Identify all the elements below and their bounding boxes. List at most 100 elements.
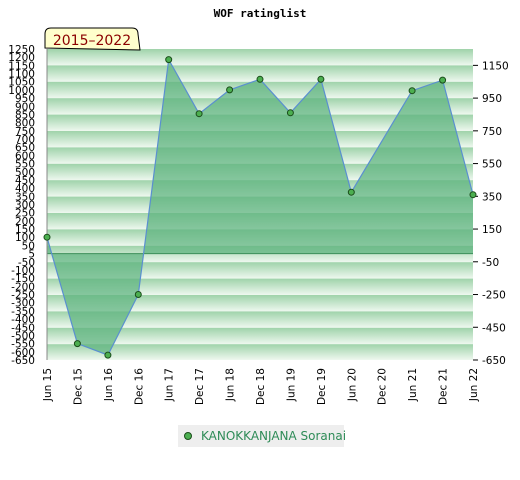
data-point	[104, 351, 112, 359]
left-axis: 1250120011501100105010009509008508007507…	[8, 44, 48, 367]
left-tick-label: -350	[11, 306, 35, 318]
left-tick-label: 1250	[8, 44, 35, 56]
background-band	[47, 344, 473, 360]
x-tick-label: Jun 19	[285, 368, 297, 402]
left-tick-label: 500	[15, 167, 35, 179]
data-point	[286, 109, 294, 117]
background-band	[47, 262, 473, 279]
background-band	[47, 278, 473, 295]
right-tick-label: -450	[482, 322, 506, 334]
left-tick-label: 50	[22, 240, 35, 252]
left-tick-label: 250	[15, 208, 35, 220]
left-tick-label: 300	[15, 200, 35, 212]
x-tick-label: Dec 17	[194, 368, 206, 405]
right-axis: 1150 950 750 550 350 150 -50 -250 -450 -650	[473, 60, 509, 367]
left-tick-label: 600	[15, 150, 35, 162]
left-tick-label: 900	[15, 101, 35, 113]
right-tick-label: -50	[482, 257, 499, 269]
area-layer	[46, 57, 474, 356]
data-point	[226, 86, 234, 94]
background-band	[47, 311, 473, 328]
legend: KANOKKANJANA Soranai	[178, 425, 346, 447]
left-tick-label: 700	[15, 134, 35, 146]
background-band	[47, 327, 473, 345]
right-tick-label: 550	[482, 159, 502, 171]
left-tick-label: -300	[11, 298, 35, 310]
left-tick-label: 1100	[8, 69, 35, 81]
x-axis: Jun 15 Dec 15 Jun 16 Dec 16 Jun 17 Dec 17 Jun …	[42, 368, 480, 405]
left-tick-label: 1150	[8, 60, 35, 72]
background-band	[47, 295, 473, 312]
left-tick-label: -100	[11, 265, 35, 277]
left-tick-label: 5	[28, 249, 35, 261]
x-tick-label: Dec 21	[438, 368, 450, 405]
data-point	[408, 87, 416, 95]
left-tick-label: 1050	[8, 77, 35, 89]
legend-marker	[184, 432, 192, 440]
left-tick-label: 400	[15, 183, 35, 195]
left-tick-label: -400	[11, 314, 35, 326]
x-tick-label: Jun 20	[346, 368, 358, 402]
right-tick-label: -650	[482, 355, 506, 367]
x-tick-label: Jun 18	[225, 368, 237, 402]
data-point	[347, 188, 355, 196]
right-tick-label: 750	[482, 126, 502, 138]
x-tick-label: Dec 18	[255, 368, 267, 405]
left-tick-label: 350	[15, 191, 35, 203]
left-tick-label: -450	[11, 322, 35, 334]
data-point	[256, 75, 264, 83]
series-line	[46, 57, 474, 356]
left-tick-label: -150	[11, 273, 35, 285]
data-point	[73, 340, 81, 348]
left-tick-label: -650	[11, 355, 35, 367]
left-tick-label: -50	[18, 257, 35, 269]
right-tick-label: -250	[482, 290, 506, 302]
right-tick-label: 950	[482, 93, 502, 105]
left-tick-label: -500	[11, 330, 35, 342]
left-tick-label: 200	[15, 216, 35, 228]
period-label: 2015–2022	[53, 33, 131, 49]
legend-label: KANOKKANJANA Soranai	[201, 429, 346, 443]
period-badge: 2015–2022	[44, 27, 141, 51]
data-point	[439, 76, 447, 84]
left-tick-label: 450	[15, 175, 35, 187]
x-tick-label: Dec 19	[316, 368, 328, 405]
left-tick-label: 650	[15, 142, 35, 154]
left-tick-label: 850	[15, 109, 35, 121]
left-tick-label: -550	[11, 339, 35, 351]
data-point	[134, 291, 142, 298]
x-tick-label: Dec 16	[133, 368, 145, 405]
left-tick-label: -250	[11, 290, 35, 302]
left-tick-label: -600	[11, 347, 35, 359]
right-tick-label: 150	[482, 224, 502, 236]
x-tick-label: Dec 20	[377, 368, 389, 405]
data-point	[195, 110, 203, 118]
x-tick-label: Jun 21	[407, 368, 419, 402]
x-tick-label: Jun 17	[164, 368, 176, 402]
x-tick-label: Jun 15	[42, 368, 54, 402]
left-tick-label: 550	[15, 159, 35, 171]
data-point	[469, 191, 477, 199]
left-tick-label: 1000	[8, 85, 35, 97]
left-tick-label: 100	[15, 232, 35, 244]
chart-title: WOF ratinglist	[214, 7, 307, 20]
data-point	[165, 56, 173, 64]
left-tick-label: 1200	[8, 52, 35, 64]
left-tick-label: 750	[15, 126, 35, 138]
data-point	[317, 75, 325, 83]
background-band	[47, 49, 473, 66]
right-tick-label: 1150	[482, 60, 509, 72]
series-area	[47, 59, 473, 356]
left-tick-label: -200	[11, 281, 35, 293]
right-tick-label: 350	[482, 191, 502, 203]
x-tick-label: Jun 22	[468, 368, 480, 402]
background-band	[47, 65, 473, 82]
x-tick-label: Jun 16	[103, 368, 115, 402]
x-tick-label: Dec 15	[72, 368, 84, 405]
left-tick-label: 150	[15, 224, 35, 236]
marker-layer	[43, 56, 477, 359]
left-tick-label: 950	[15, 93, 35, 105]
left-tick-label: 800	[15, 118, 35, 130]
data-point	[43, 233, 51, 241]
